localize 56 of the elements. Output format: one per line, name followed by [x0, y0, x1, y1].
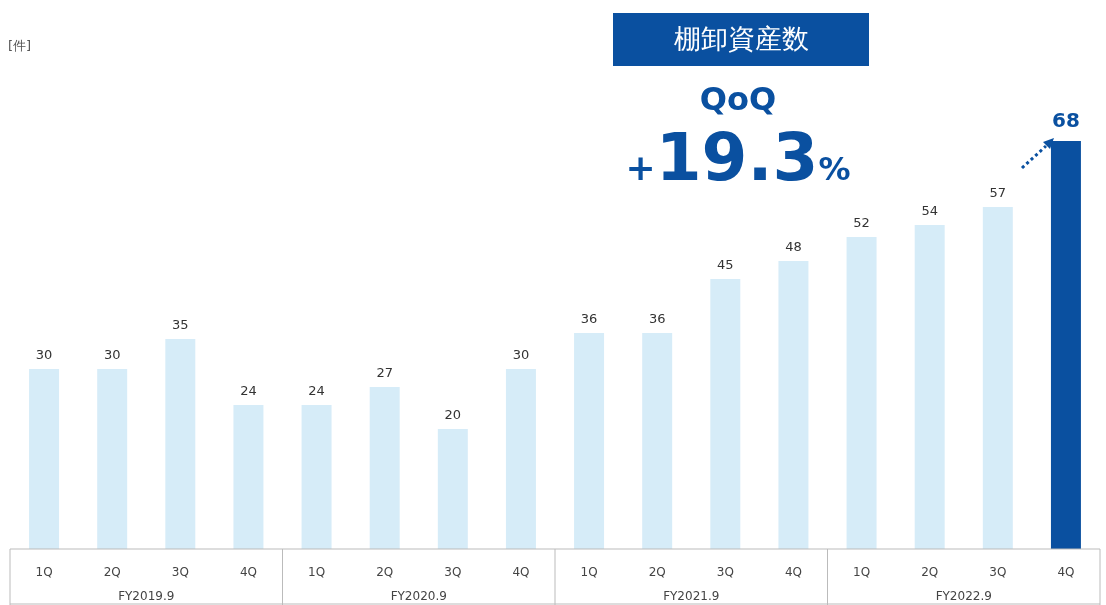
x-tick-label: 3Q [989, 565, 1007, 579]
x-tick-label: 1Q [308, 565, 326, 579]
x-tick-label: 2Q [376, 565, 394, 579]
data-label: 30 [512, 347, 530, 362]
x-tick-label: 2Q [648, 565, 666, 579]
bar [301, 405, 332, 549]
bar [505, 369, 536, 549]
bar [1050, 141, 1081, 549]
data-label: 27 [376, 365, 393, 380]
bar [165, 339, 196, 549]
bar [29, 369, 60, 549]
data-label: 30 [35, 347, 53, 362]
data-label: 45 [717, 257, 734, 272]
x-tick-label: 4Q [784, 565, 802, 579]
x-tick-label: 2Q [103, 565, 121, 579]
data-label: 36 [648, 311, 666, 326]
x-tick-label: 4Q [1057, 565, 1075, 579]
data-label: 57 [989, 185, 1007, 200]
data-label: 36 [580, 311, 598, 326]
bar [233, 405, 264, 549]
data-label: 30 [103, 347, 121, 362]
x-tick-label: 1Q [35, 565, 53, 579]
data-label: 54 [921, 203, 938, 218]
bar [574, 333, 605, 549]
data-label: 24 [308, 383, 325, 398]
x-tick-label: 1Q [580, 565, 598, 579]
x-tick-label: 3Q [444, 565, 462, 579]
bar [369, 387, 400, 549]
chart-title: 棚卸資産数 [673, 23, 809, 54]
data-label: 20 [444, 407, 462, 422]
text: FY2022.9 [935, 589, 992, 603]
data-label: 68 [1052, 108, 1080, 132]
text: [件] [8, 38, 32, 53]
bar [914, 225, 945, 549]
x-tick-label: 4Q [512, 565, 530, 579]
x-tick-label: 1Q [853, 565, 871, 579]
x-tick-label: 3Q [716, 565, 734, 579]
bar [778, 261, 809, 549]
x-tick-label: 4Q [239, 565, 257, 579]
bar [846, 237, 877, 549]
text: FY2020.9 [390, 589, 447, 603]
data-label: 35 [172, 317, 189, 332]
text: FY2019.9 [118, 589, 175, 603]
text: QoQ [699, 80, 777, 118]
bar [710, 279, 741, 549]
bar [642, 333, 673, 549]
data-label: 52 [853, 215, 870, 230]
data-label: 48 [785, 239, 802, 254]
annotation: +19.3% [625, 119, 851, 196]
x-tick-label: 2Q [921, 565, 939, 579]
text: FY2021.9 [663, 589, 720, 603]
bar [97, 369, 128, 549]
bar [437, 429, 468, 549]
bar [982, 207, 1013, 549]
data-label: 24 [240, 383, 257, 398]
x-tick-label: 3Q [171, 565, 189, 579]
